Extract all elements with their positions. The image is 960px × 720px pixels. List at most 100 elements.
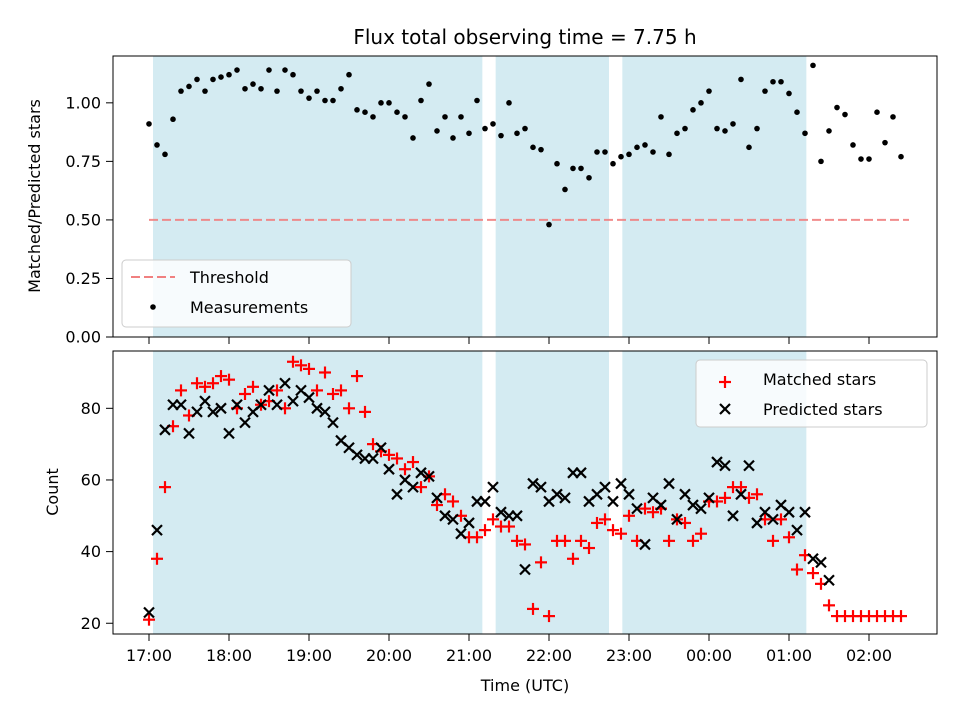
matched-point <box>559 534 571 547</box>
matched-point <box>647 506 659 519</box>
predicted-point <box>711 456 723 468</box>
measurement-point <box>730 121 736 127</box>
x-tick-label: 02:00 <box>846 646 892 665</box>
measurement-point <box>482 125 488 132</box>
measurement-point <box>154 142 160 148</box>
top-panel: 0.00 0.25 0.50 0.75 1.00 Matched/Predicted s… <box>25 55 938 347</box>
matched-point <box>663 534 675 547</box>
predicted-point <box>207 406 219 418</box>
measurement-point <box>754 125 760 132</box>
matched-point <box>391 452 403 465</box>
y-tick-label: 1.00 <box>65 93 101 112</box>
predicted-point <box>599 481 611 493</box>
measurement-point <box>290 71 296 78</box>
predicted-point <box>807 552 819 565</box>
matched-point <box>239 387 251 400</box>
predicted-point <box>407 481 419 493</box>
measurement-point <box>578 165 584 172</box>
measurement-point <box>234 67 240 73</box>
matched-point <box>527 602 539 615</box>
predicted-point <box>199 395 211 407</box>
predicted-point <box>383 463 395 475</box>
predicted-point <box>655 499 667 511</box>
predicted-point <box>727 510 739 522</box>
matched-point <box>895 610 907 623</box>
bottom-x-axis: 17:00 18:00 19:00 20:00 21:00 22:00 23:00 00:00… <box>126 634 892 665</box>
measurement-point <box>866 156 872 162</box>
observing-window-2 <box>495 56 609 337</box>
measurement-point <box>738 76 744 83</box>
y-tick-label: 0.00 <box>65 328 101 347</box>
measurements-series <box>146 62 904 228</box>
measurement-point <box>634 144 640 151</box>
legend-predicted-swatch <box>719 403 731 415</box>
predicted-point <box>791 524 803 536</box>
predicted-point <box>327 416 339 429</box>
predicted-point <box>743 459 755 472</box>
predicted-point <box>159 424 171 436</box>
predicted-point <box>423 470 435 483</box>
measurement-point <box>178 88 184 94</box>
matched-point <box>143 613 155 626</box>
matched-point <box>639 502 651 515</box>
predicted-stars-series <box>143 377 835 619</box>
measurement-point <box>442 114 448 120</box>
measurement-point <box>602 149 608 155</box>
matched-point <box>247 380 259 393</box>
y-tick-label: 20 <box>81 614 101 633</box>
measurement-point <box>842 111 848 118</box>
matched-point <box>175 384 187 397</box>
measurement-point <box>586 174 592 181</box>
matched-point <box>431 499 443 512</box>
measurement-point <box>194 76 200 83</box>
predicted-point <box>415 467 427 479</box>
measurement-point <box>722 128 728 134</box>
bottom-panel-frame <box>112 350 938 635</box>
predicted-point <box>183 427 195 440</box>
measurement-point <box>610 160 616 167</box>
predicted-point <box>439 510 451 522</box>
matched-point <box>447 495 459 508</box>
predicted-point <box>287 395 299 407</box>
measurement-point <box>794 109 800 115</box>
measurement-point <box>746 144 752 151</box>
top-legend: Threshold Measurements <box>121 259 352 328</box>
matched-point <box>719 491 731 504</box>
matched-point <box>535 556 547 569</box>
x-tick-label: 17:00 <box>126 646 172 665</box>
measurement-point <box>394 109 400 115</box>
y-tick-label: 80 <box>81 399 101 418</box>
measurement-point <box>706 88 712 94</box>
measurement-point <box>858 156 864 162</box>
matched-point <box>343 402 355 415</box>
predicted-point <box>703 492 715 504</box>
matched-point <box>791 563 803 576</box>
matched-point <box>407 456 419 469</box>
measurement-point <box>170 116 176 123</box>
measurement-point <box>210 76 216 83</box>
measurement-point <box>298 88 304 94</box>
measurement-point <box>226 71 232 78</box>
predicted-point <box>223 427 235 440</box>
measurement-point <box>474 97 480 104</box>
matched-point <box>215 370 227 383</box>
predicted-point <box>231 398 243 411</box>
measurement-point <box>562 186 568 193</box>
matched-point <box>583 542 595 555</box>
matched-point <box>607 524 619 537</box>
measurement-point <box>370 114 376 120</box>
predicted-point <box>639 538 651 551</box>
matched-point <box>207 377 219 390</box>
predicted-point <box>823 574 835 587</box>
measurement-point <box>874 109 880 115</box>
measurement-point <box>386 100 392 106</box>
matched-point <box>591 516 603 529</box>
predicted-point <box>447 513 459 526</box>
legend-threshold-label: Threshold <box>189 268 269 287</box>
predicted-point <box>263 384 275 397</box>
measurement-point <box>898 153 904 160</box>
matched-point <box>687 534 699 547</box>
matched-point <box>823 599 835 612</box>
predicted-point <box>615 477 627 490</box>
predicted-point <box>535 481 547 493</box>
